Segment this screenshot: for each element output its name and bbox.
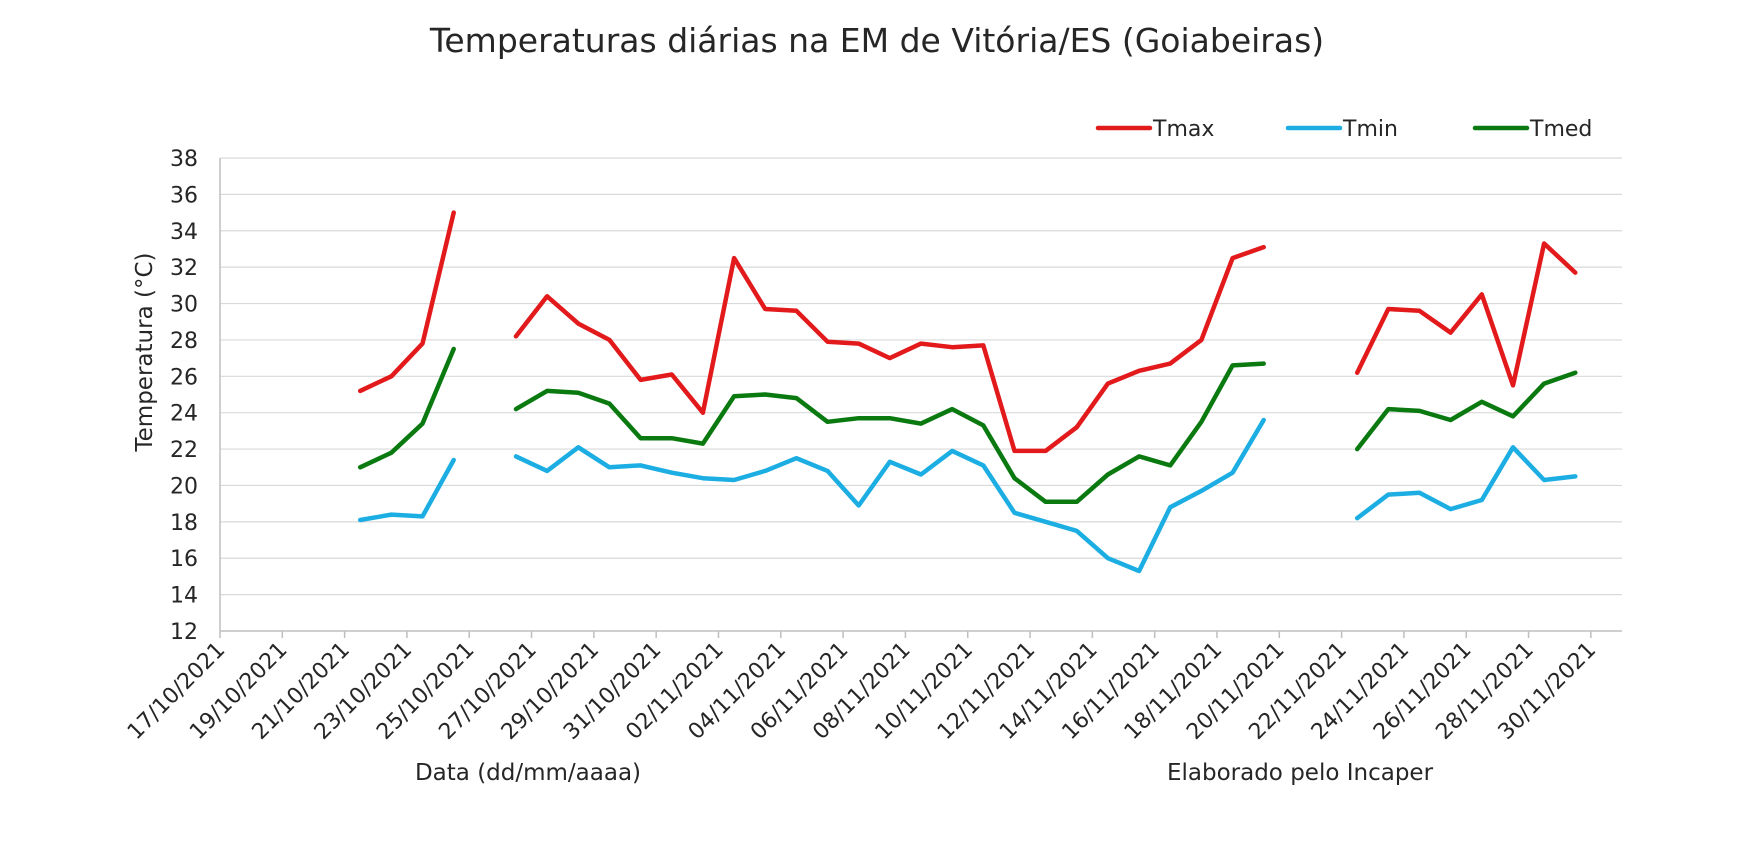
y-axis-title: Temperatura (°C) (132, 253, 158, 453)
series-tmax (357, 210, 1578, 454)
y-tick-label: 22 (170, 438, 198, 463)
series-line-tmin (357, 457, 456, 523)
source-note: Elaborado pelo Incaper (1167, 760, 1434, 786)
y-tick-label: 38 (170, 147, 198, 172)
series-tmin (357, 417, 1578, 574)
series-line-tmed (1354, 370, 1578, 452)
chart-title: Temperaturas diárias na EM de Vitória/ES… (429, 21, 1324, 60)
series-line-tmax (357, 210, 456, 394)
y-tick-label: 24 (170, 402, 198, 427)
x-axis-title: Data (dd/mm/aaaa) (415, 760, 641, 786)
legend-label-tmed: Tmed (1529, 117, 1592, 142)
y-tick-label: 16 (170, 547, 198, 572)
y-tick-label: 36 (170, 183, 198, 208)
y-tick-label: 12 (170, 620, 198, 645)
y-tick-label: 34 (170, 220, 198, 245)
y-tick-label: 14 (170, 584, 198, 609)
series-tmed (357, 346, 1578, 505)
series-line-tmin (513, 417, 1266, 574)
y-tick-label: 18 (170, 511, 198, 536)
series-line-tmed (357, 346, 456, 470)
series-line-tmin (1354, 445, 1578, 521)
series-line-tmax (1354, 241, 1578, 388)
y-tick-label: 28 (170, 329, 198, 354)
series-line-tmax (513, 244, 1266, 454)
y-tick-label: 30 (170, 293, 198, 318)
legend-label-tmin: Tmin (1342, 117, 1398, 142)
y-tick-label: 32 (170, 256, 198, 281)
series-lines (357, 210, 1578, 574)
legend: Tmax Tmin Tmed (1095, 117, 1592, 142)
legend-label-tmax: Tmax (1152, 117, 1214, 142)
series-line-tmed (513, 361, 1266, 505)
gridlines (220, 157, 1622, 596)
y-tick-label: 20 (170, 474, 198, 499)
y-tick-label: 26 (170, 365, 198, 390)
